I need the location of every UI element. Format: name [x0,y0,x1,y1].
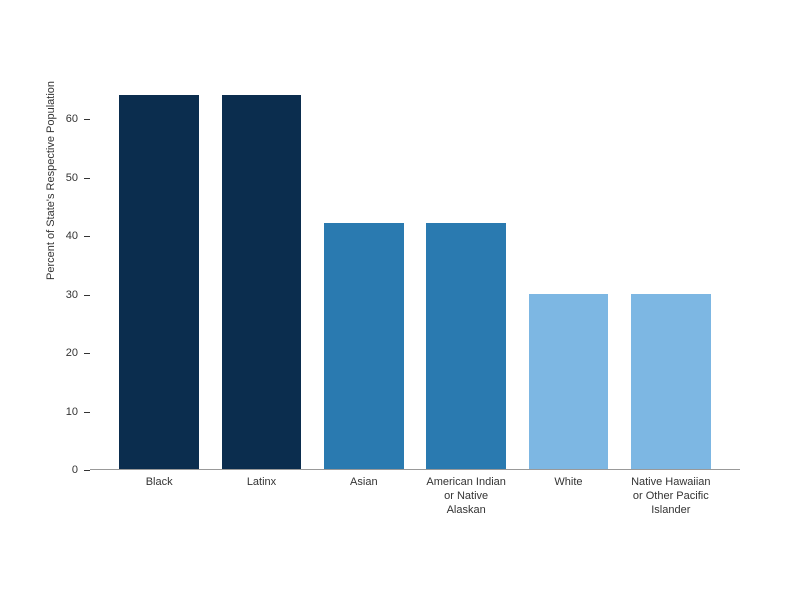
bar [529,294,609,469]
x-axis-label: Native Hawaiianor Other PacificIslander [620,476,722,517]
x-axis-labels: BlackLatinxAsianAmerican Indianor Native… [90,476,740,517]
y-tick [84,470,90,471]
y-axis: 0102030405060 [82,90,90,470]
bar-slot [313,89,415,469]
bar-slot [108,89,210,469]
y-tick-label: 10 [66,406,78,418]
y-tick-label: 20 [66,347,78,359]
bar [631,294,711,469]
x-axis-label: Latinx [210,476,312,517]
bar-slot [620,89,722,469]
y-tick-label: 0 [72,464,78,476]
x-axis-label: American Indianor NativeAlaskan [415,476,517,517]
y-axis-title: Percent of State's Respective Population [45,81,57,280]
y-tick-label: 30 [66,289,78,301]
y-tick-label: 60 [66,113,78,125]
bar [119,95,199,469]
y-tick-label: 50 [66,172,78,184]
x-axis-label: Black [108,476,210,517]
bar-slot [517,89,619,469]
bar-slot [415,89,517,469]
bar [222,95,302,469]
x-axis-label: Asian [313,476,415,517]
bars-row [90,89,740,469]
bar-chart: 0102030405060 BlackLatinxAsianAmerican I… [90,90,740,470]
bar-slot [210,89,312,469]
plot-area: 0102030405060 [90,90,740,470]
x-axis-label: White [517,476,619,517]
y-tick-label: 40 [66,230,78,242]
bar [324,223,404,469]
bar [426,223,506,469]
